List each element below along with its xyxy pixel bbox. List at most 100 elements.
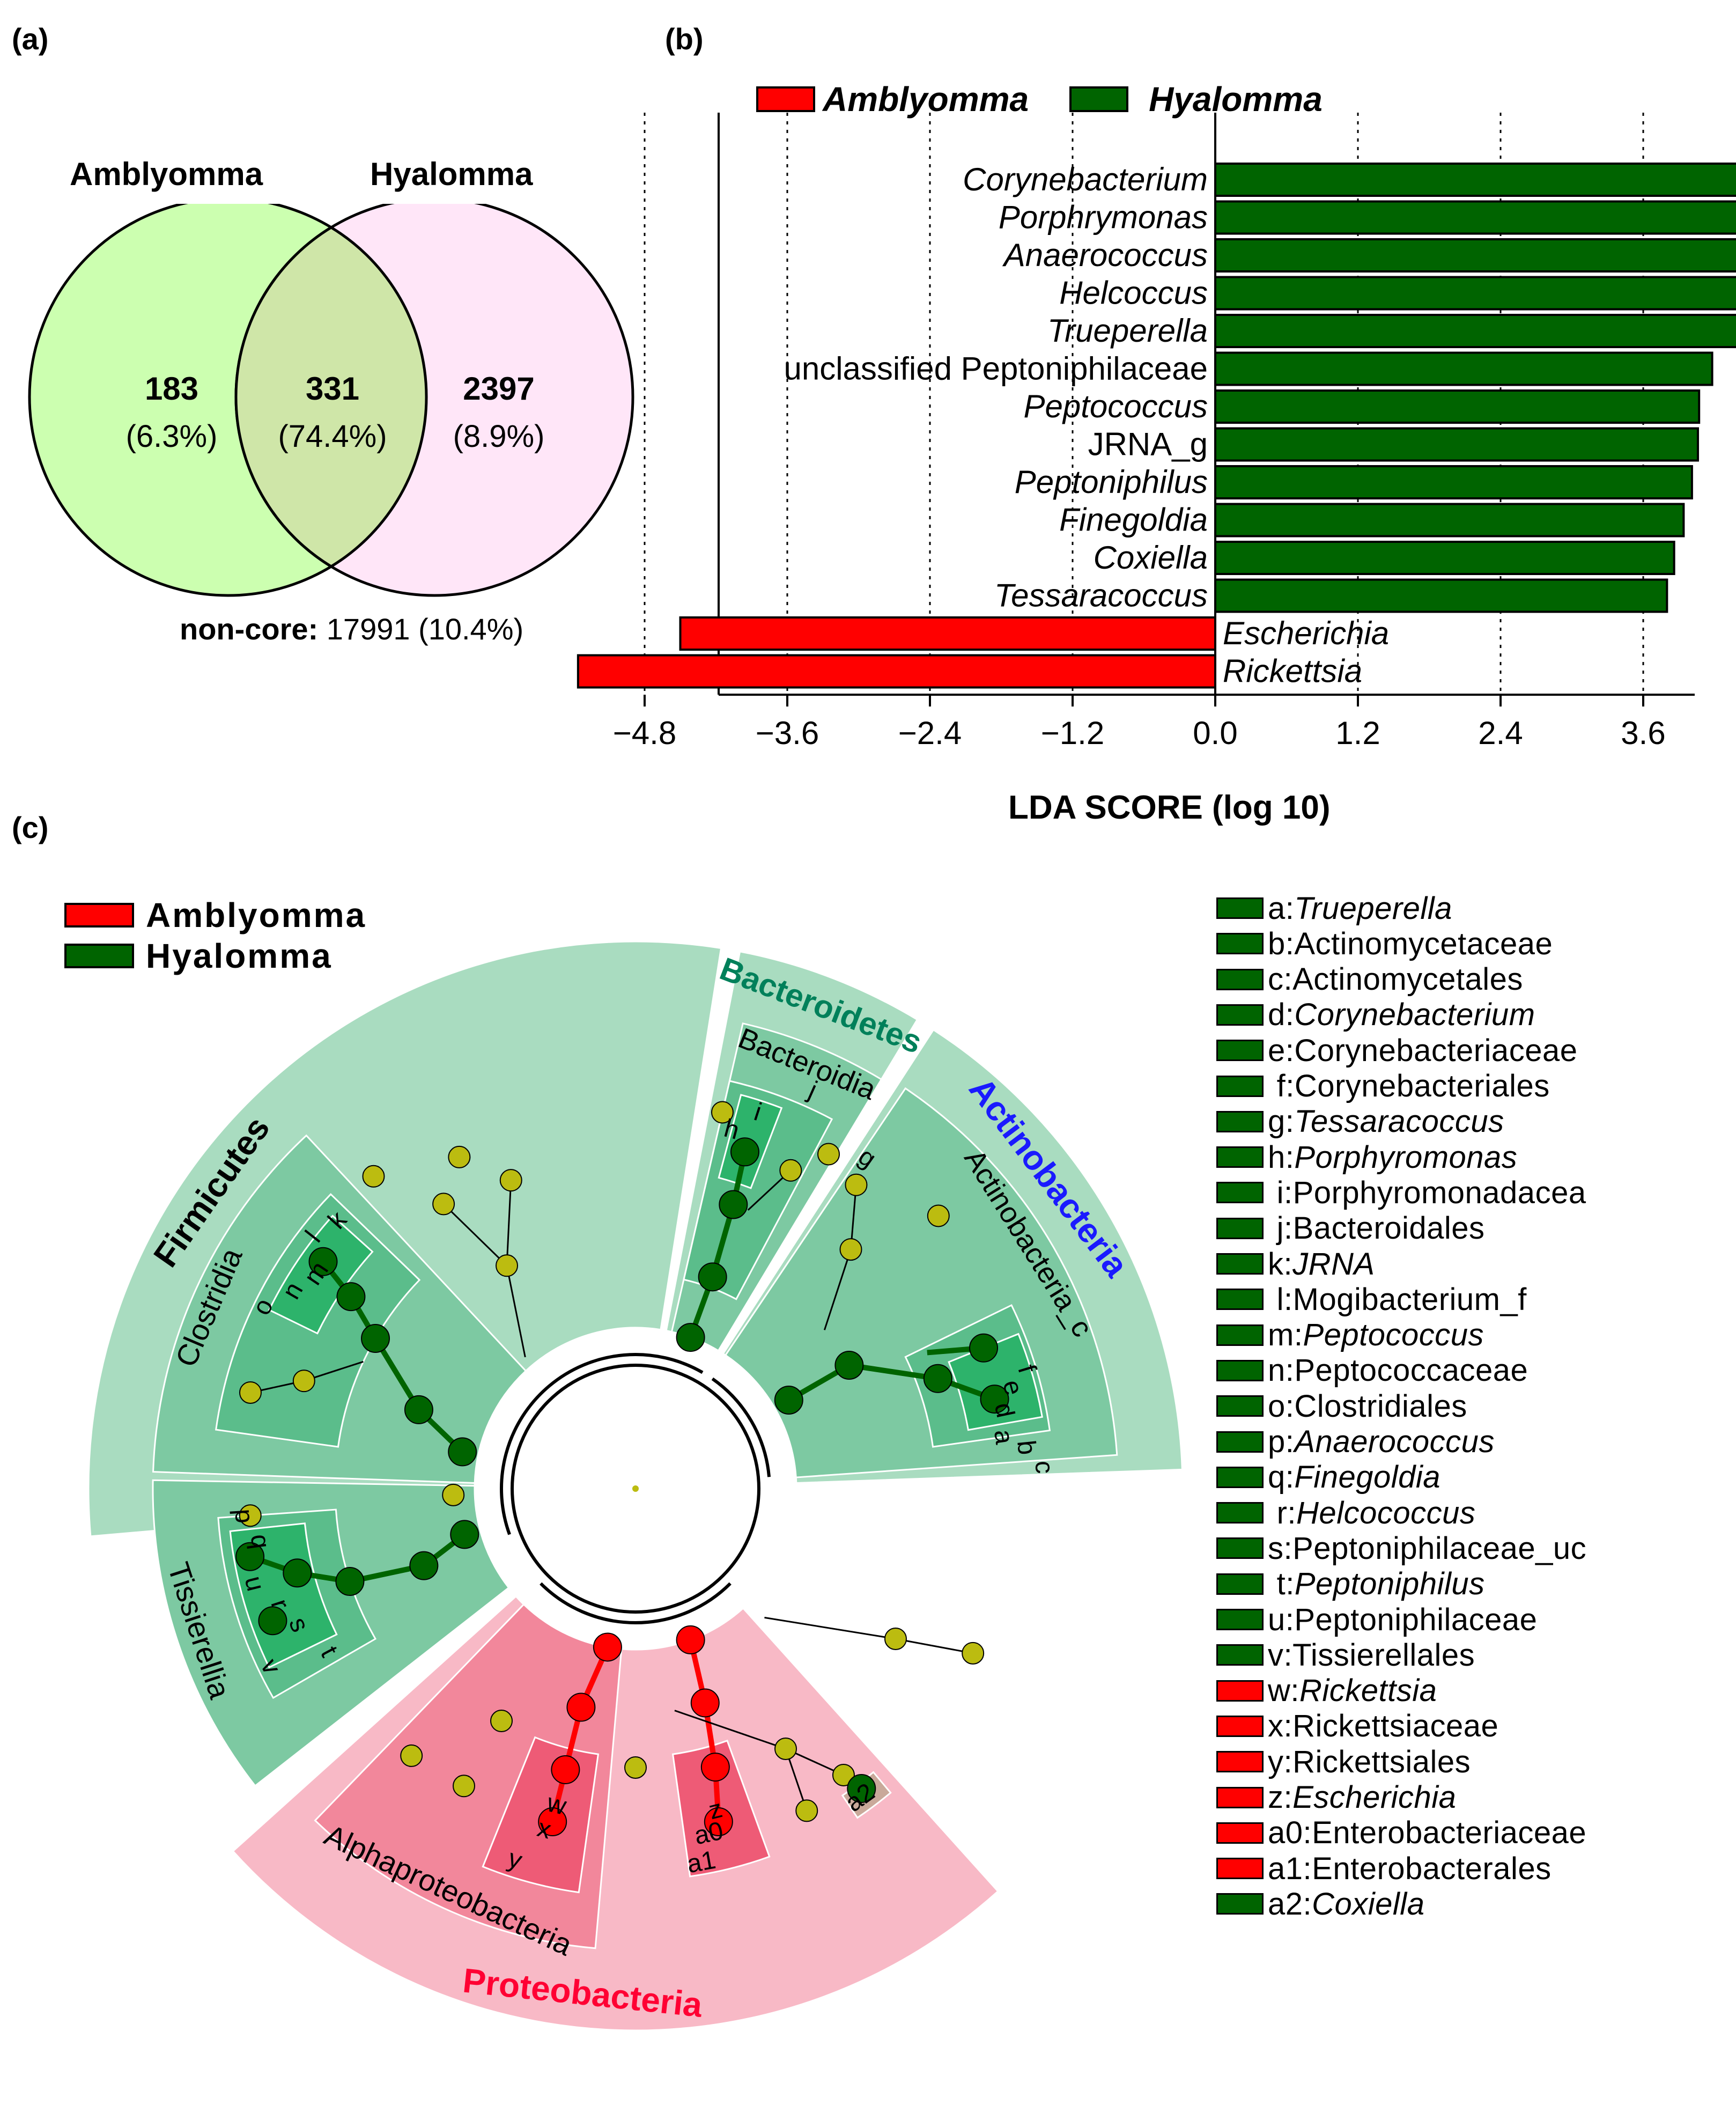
clado-node-amblyomma — [551, 1755, 580, 1784]
clado-taxa-item: q: Finegoldia — [1216, 1460, 1440, 1495]
panel-label-b: (b) — [665, 22, 704, 56]
panel-label-c: (c) — [12, 811, 49, 844]
clado-node-amblyomma — [538, 1807, 567, 1836]
clado-taxa-name: Rickettsiaceae — [1292, 1709, 1499, 1744]
lda-bar-label: Trueperella — [1047, 313, 1208, 349]
clado-node — [927, 1204, 950, 1227]
clado-taxa-key: c: — [1268, 962, 1293, 997]
clado-node-hyalomma — [980, 1385, 1009, 1414]
clado-node-hyalomma — [404, 1395, 433, 1424]
clado-node — [499, 1169, 522, 1192]
venn-diagram — [28, 204, 634, 597]
lda-bar — [1214, 351, 1713, 386]
clado-node — [490, 1710, 513, 1733]
clado-taxa-key: b: — [1268, 926, 1295, 961]
lda-xtick-label: 1.2 — [1335, 715, 1380, 751]
clado-taxa-key: s: — [1268, 1530, 1293, 1566]
clado-taxa-key: g: — [1268, 1104, 1295, 1139]
clado-taxa-swatch — [1216, 1324, 1264, 1346]
clado-node-amblyomma — [700, 1753, 730, 1782]
clado-taxa-swatch — [1216, 1253, 1264, 1275]
clado-taxa-swatch — [1216, 1609, 1264, 1630]
clado-node — [442, 1483, 465, 1506]
clado-node — [774, 1737, 797, 1760]
clado-branch — [674, 1710, 786, 1750]
clado-taxa-item: w: Rickettsia — [1216, 1673, 1437, 1709]
clado-taxa-swatch — [1216, 1680, 1264, 1702]
lda-bar-label: Anaerococcus — [1002, 237, 1208, 273]
clado-root-node — [632, 1485, 639, 1492]
clado-taxa-key: t: — [1268, 1566, 1295, 1602]
venn-left-pct: (6.3%) — [125, 419, 218, 454]
clado-taxa-item: r: Helcococcus — [1216, 1495, 1475, 1530]
clado-taxa-swatch — [1216, 1573, 1264, 1595]
clado-node — [362, 1165, 385, 1188]
clado-node-amblyomma — [566, 1692, 596, 1722]
clado-legend: Amblyomma Hyalomma — [64, 895, 366, 976]
lda-bar-label: Coxiella — [1094, 540, 1208, 576]
clado-node-hyalomma — [847, 1774, 876, 1804]
venn-right-count: 2397 — [463, 371, 535, 407]
lda-bar-label: Peptococcus — [1023, 388, 1208, 424]
lda-legend: Amblyomma Hyalomma — [756, 79, 1323, 119]
clado-taxa-key: o: — [1268, 1388, 1295, 1424]
clado-taxa-key: h: — [1268, 1139, 1295, 1175]
clado-node-hyalomma — [969, 1333, 999, 1363]
clado-node-hyalomma — [450, 1520, 479, 1549]
clado-taxa-key: r: — [1268, 1495, 1297, 1530]
clado-taxa-swatch — [1216, 1289, 1264, 1311]
clado-taxa-item: h: Porphyromonas — [1216, 1139, 1517, 1175]
clado-taxa-name: Porphyromonadacea — [1292, 1175, 1586, 1210]
clado-taxa-item: c: Actinomycetales — [1216, 962, 1523, 997]
clado-node-hyalomma — [409, 1551, 439, 1580]
clado-taxa-key: a1: — [1268, 1851, 1312, 1886]
clado-taxa-swatch — [1216, 1395, 1264, 1417]
clado-node — [832, 1763, 855, 1786]
clado-taxa-name: JRNA — [1292, 1246, 1375, 1282]
clado-node — [448, 1145, 471, 1168]
venn-set-right-label: Hyalomma — [370, 156, 533, 192]
clado-node-hyalomma — [361, 1324, 390, 1353]
panel-label-a: (a) — [12, 22, 49, 56]
venn-left-count: 183 — [144, 371, 199, 407]
clado-legend-swatch-hyalomma — [64, 944, 134, 968]
clado-taxa-swatch — [1216, 1110, 1264, 1132]
clado-node-hyalomma — [774, 1386, 803, 1415]
clado-ring-1b — [711, 1377, 771, 1477]
clado-taxa-swatch — [1216, 1751, 1264, 1773]
lda-bar — [1214, 578, 1668, 613]
clado-branch — [506, 1265, 526, 1358]
clado-node — [453, 1775, 475, 1798]
clado-taxa-key: x: — [1268, 1709, 1293, 1744]
clado-taxa-key: j: — [1268, 1211, 1293, 1246]
lda-bar — [1214, 541, 1675, 575]
clado-node — [779, 1159, 802, 1182]
lda-bar-label: Porphrymonas — [999, 200, 1208, 235]
clado-taxa-name: Peptococcaceae — [1294, 1353, 1528, 1388]
clado-taxa-key: d: — [1268, 997, 1295, 1033]
clado-taxa-swatch — [1216, 968, 1264, 990]
lda-bar-label: Rickettsia — [1223, 653, 1362, 689]
clado-taxa-swatch — [1216, 1822, 1264, 1844]
clado-taxa-key: a: — [1268, 890, 1295, 926]
lda-bar — [1214, 314, 1736, 348]
clado-taxa-name: Rickettsia — [1299, 1673, 1437, 1709]
clado-taxa-name: Tissierellales — [1292, 1637, 1475, 1673]
clado-taxa-name: Peptococcus — [1303, 1318, 1484, 1353]
clado-node-hyalomma — [235, 1542, 265, 1571]
clado-taxa-name: Enterobacteriaceae — [1312, 1815, 1587, 1851]
clado-branch — [823, 1249, 852, 1330]
lda-legend-swatch-hyalomma — [1069, 86, 1129, 112]
clado-node — [400, 1744, 423, 1767]
lda-legend-label-amblyomma: Amblyomma — [823, 80, 1029, 119]
clado-taxa-swatch — [1216, 1040, 1264, 1062]
clado-taxa-name: Corynebacterium — [1294, 997, 1535, 1033]
clado-taxa-key: a2: — [1268, 1886, 1312, 1922]
clado-taxa-item: x: Rickettsiaceae — [1216, 1709, 1498, 1744]
clado-taxa-item: t: Peptoniphilus — [1216, 1566, 1485, 1602]
clado-taxa-swatch — [1216, 1146, 1264, 1168]
clado-taxa-name: Mogibacterium_f — [1292, 1282, 1527, 1317]
clado-taxa-name: Escherichia — [1292, 1780, 1457, 1815]
lda-xtick-label: 2.4 — [1478, 715, 1523, 751]
clado-taxa-name: Clostridiales — [1294, 1388, 1467, 1424]
